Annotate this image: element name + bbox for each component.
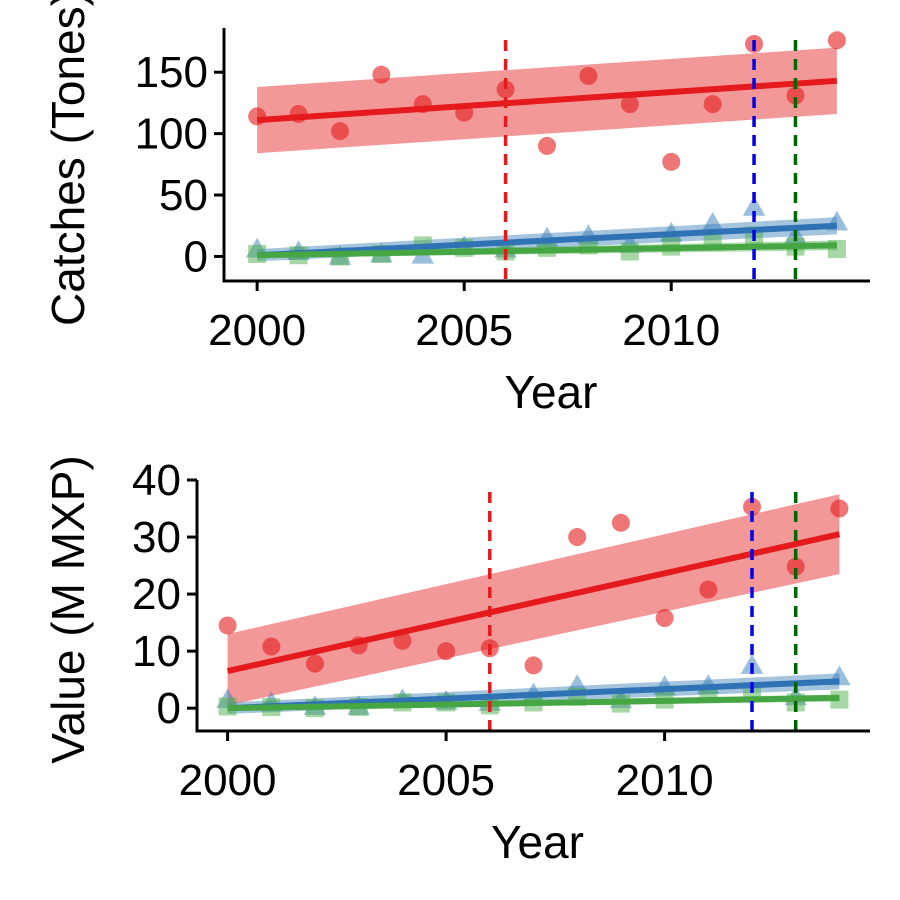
- panel-1: 2000 2005 2010 0 50 100 150 Year Catches (Tones): [42, 0, 870, 418]
- x-axis-label: Year: [491, 816, 584, 868]
- data-point: [655, 609, 674, 628]
- x-tick-label: 2005: [415, 306, 513, 355]
- y-tick-label: 50: [159, 171, 208, 220]
- x-tick-label: 2000: [179, 756, 277, 805]
- x-tick-label: 2005: [397, 756, 495, 805]
- data-point: [786, 86, 805, 105]
- x-tick-label: 2010: [622, 306, 720, 355]
- data-point: [262, 637, 281, 656]
- fit-line: [227, 694, 840, 712]
- data-point: [305, 654, 324, 673]
- y-tick-label: 40: [132, 456, 181, 505]
- fit-line: [226, 531, 841, 675]
- panel-2: 2000 2005 2010 0 10 20 30 40 Year Value (M MXP): [42, 455, 870, 868]
- data-point: [662, 152, 681, 171]
- data-point: [786, 557, 805, 576]
- y-tick-label: 0: [157, 684, 181, 733]
- data-point: [742, 196, 766, 216]
- data-point: [248, 107, 267, 126]
- data-point: [496, 80, 515, 99]
- y-tick-label: 20: [132, 570, 181, 619]
- x-tick-label: 2000: [208, 306, 306, 355]
- data-point: [524, 656, 543, 675]
- data-point: [330, 122, 349, 141]
- data-point: [743, 497, 762, 516]
- y-axis-label: Catches (Tones): [42, 0, 94, 326]
- data-point: [579, 66, 598, 85]
- x-axis-label: Year: [505, 366, 598, 418]
- fit-line: [256, 222, 838, 259]
- data-point: [437, 642, 456, 661]
- data-point: [699, 580, 718, 599]
- data-point: [830, 499, 849, 518]
- fit-line: [257, 242, 837, 259]
- data-point: [701, 212, 724, 232]
- y-tick-label: 0: [184, 232, 208, 281]
- data-point: [218, 616, 237, 635]
- data-point: [568, 528, 587, 547]
- data-point: [611, 513, 630, 532]
- data-point: [703, 95, 722, 114]
- data-point: [372, 65, 391, 84]
- y-tick-label: 10: [132, 627, 181, 676]
- data-point: [393, 631, 412, 650]
- y-tick-label: 150: [135, 48, 208, 97]
- data-point: [827, 31, 846, 50]
- y-axis-label: Value (M MXP): [42, 455, 94, 763]
- y-tick-label: 30: [132, 513, 181, 562]
- x-tick-label: 2010: [616, 756, 714, 805]
- data-point: [620, 95, 639, 114]
- y-tick-label: 100: [135, 110, 208, 159]
- data-point: [538, 136, 556, 155]
- fit-line: [256, 77, 838, 124]
